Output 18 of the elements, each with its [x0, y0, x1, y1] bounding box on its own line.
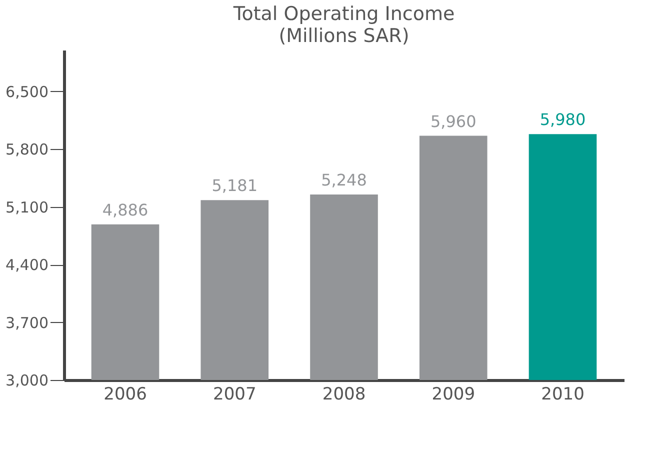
y-tick-label: 3,700 — [6, 314, 48, 332]
data-label: 5,960 — [430, 112, 476, 131]
x-tick-label: 2009 — [432, 384, 476, 404]
x-tick-label: 2008 — [322, 384, 366, 404]
x-tick-label: 2006 — [104, 384, 147, 404]
data-label: 4,886 — [102, 200, 148, 220]
data-label: 5,980 — [540, 110, 586, 130]
data-label: 5,248 — [321, 170, 367, 190]
x-tick-label: 2007 — [212, 384, 256, 404]
chart-subtitle: (Millions SAR) — [278, 25, 410, 47]
y-tick-label: 5,100 — [6, 198, 48, 216]
y-tick-label: 4,400 — [6, 256, 48, 274]
chart-title: Total Operating Income — [232, 3, 455, 25]
y-tick-label: 6,500 — [6, 82, 48, 101]
data-label: 5,181 — [212, 176, 258, 196]
x-tick-label: 2010 — [541, 384, 584, 404]
y-tick-label: 3,000 — [6, 372, 48, 390]
y-tick-label: 5,800 — [6, 140, 48, 158]
